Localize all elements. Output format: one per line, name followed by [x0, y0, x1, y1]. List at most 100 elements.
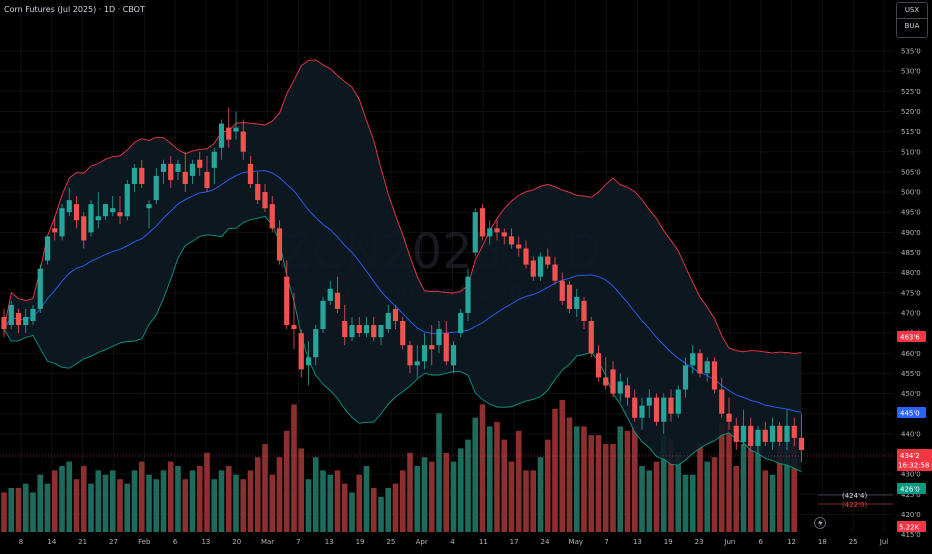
volume-bar [80, 466, 87, 532]
currency-selector[interactable]: USX BUA [896, 2, 928, 38]
volume-bar [378, 496, 384, 532]
volume-bar [131, 470, 138, 532]
candle-body [436, 329, 442, 346]
volume-bar [305, 479, 312, 532]
candle-body [95, 216, 101, 221]
volume-bar [225, 466, 232, 532]
price-tick-label: 425'0 [901, 491, 921, 499]
price-tick-label: 515'0 [901, 128, 921, 136]
volume-bar [196, 466, 203, 532]
time-axis[interactable]: 8 14 21 27 Feb 6 13 20 Mar 7 13 19 25 Apr 4 11 17 24 May 7 1… [0, 532, 893, 550]
volume-bar [262, 444, 268, 532]
time-tick-label: 20 [232, 538, 241, 546]
price-tick-label: 440'0 [901, 430, 921, 438]
price-tick-label: 500'0 [901, 189, 921, 197]
candle-body [400, 321, 406, 346]
volume-bar [733, 466, 740, 532]
candle-body [443, 333, 449, 362]
price-axis[interactable]: 535'0 530'0 525'0 520'0 515'0 510'0 505'0 500'0… [893, 0, 932, 550]
candle-body [487, 228, 493, 237]
unit-label: BUA [904, 22, 920, 30]
time-tick-label: 6 [173, 538, 178, 546]
candle-body [320, 300, 326, 330]
price-tick-label: 480'0 [901, 269, 921, 277]
volume-bar [465, 439, 471, 532]
candle-body [407, 345, 413, 366]
upper-band-label: 463'6 [900, 334, 920, 342]
candle-body [617, 381, 623, 394]
countdown-label: 16:32:58 [898, 462, 929, 470]
candle-body [726, 413, 732, 422]
candle-body [668, 397, 674, 414]
volume-bar [421, 457, 428, 532]
candle-body [574, 296, 580, 309]
volume-bar [660, 435, 667, 532]
volume-bar [617, 426, 624, 532]
volume-bar [559, 400, 566, 532]
candle-body [523, 248, 529, 265]
volume-bar [784, 426, 790, 532]
volume-bar [704, 461, 711, 532]
time-tick-label: 6 [758, 538, 763, 546]
candle-body [740, 425, 747, 442]
volume-bar [146, 474, 152, 532]
volume-bar [59, 466, 65, 532]
candle-body [30, 308, 36, 322]
level-label-2: (422'0) [842, 501, 867, 509]
time-tick-label: Jun [723, 538, 735, 546]
volume-bar [450, 461, 457, 532]
volume-bar [697, 444, 703, 532]
candle-body [595, 353, 602, 378]
volume-bar [573, 426, 580, 532]
volume-bar [769, 474, 776, 532]
candle-body [603, 377, 609, 386]
volume-bar [646, 470, 653, 532]
candle-body [334, 292, 341, 309]
time-tick-label: Mar [261, 538, 274, 546]
candle-body [131, 167, 138, 184]
candle-body [8, 304, 14, 326]
candle-body [117, 212, 123, 217]
price-tick-label: 420'0 [901, 511, 921, 519]
time-tick-label: 11 [479, 538, 488, 546]
candle-body [646, 397, 652, 406]
candle-body [146, 204, 152, 209]
candle-body [682, 365, 689, 390]
volume-bar [675, 452, 682, 532]
volume-bar [457, 448, 464, 532]
volume-bar [762, 470, 769, 532]
candle-body [168, 163, 174, 180]
volume-bar [486, 426, 493, 532]
time-tick-label: 19 [356, 538, 365, 546]
candle-body [748, 425, 754, 446]
volume-bar [443, 452, 450, 532]
last-price-label: 434'2 [900, 452, 920, 460]
candle-body [450, 345, 457, 366]
time-tick-label: 18 [818, 538, 827, 546]
candle-body [559, 280, 565, 301]
candle-body [624, 385, 631, 398]
candle-body [429, 345, 435, 350]
volume-bar [718, 422, 725, 532]
candlesticks [1, 107, 805, 463]
currency-label: USX [897, 3, 927, 19]
volume-bar [95, 470, 102, 532]
volume-bar [689, 474, 696, 532]
time-tick-label: Jul [879, 538, 889, 546]
candle-body [777, 425, 783, 442]
candle-body [124, 183, 130, 217]
candle-body [719, 389, 725, 414]
volume-bar [124, 483, 131, 532]
volume-bar [515, 430, 522, 532]
candle-body [189, 163, 196, 176]
volume-bar [117, 479, 123, 532]
candle-body [110, 208, 116, 213]
volume-bar [624, 430, 631, 532]
lightning-icon[interactable] [814, 517, 826, 529]
volume-bar [523, 470, 529, 532]
volume-bar [233, 474, 239, 532]
volume-bar [73, 479, 80, 532]
candle-body [52, 228, 58, 233]
